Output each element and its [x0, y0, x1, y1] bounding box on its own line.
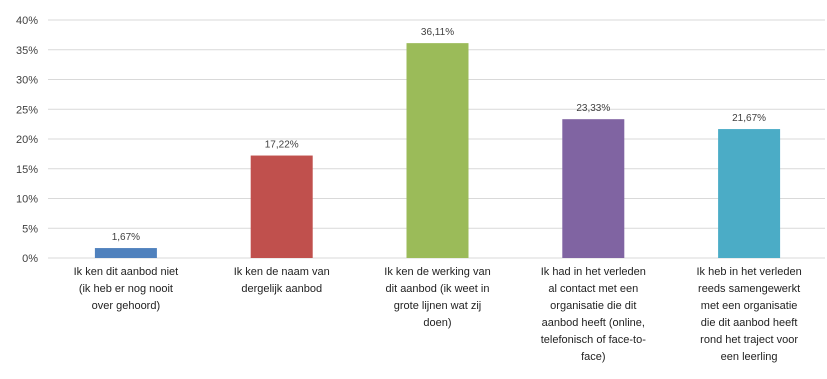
y-tick-label: 5% [22, 223, 38, 235]
data-labels: 1,67% 17,22% 36,11% 23,33% 21,67% [112, 27, 766, 243]
y-axis-tick-labels: 0% 5% 10% 15% 20% 25% 30% 35% 40% [16, 15, 38, 265]
y-tick-label: 20% [16, 134, 38, 146]
y-tick-label: 35% [16, 45, 38, 57]
category-label: Ik heb in het verleden reeds samengewerkt… [697, 266, 802, 363]
y-tick-label: 40% [16, 15, 38, 27]
data-label: 17,22% [265, 140, 299, 151]
bar [250, 155, 313, 258]
bar [718, 129, 781, 258]
y-tick-label: 25% [16, 104, 38, 116]
data-label: 36,11% [421, 27, 454, 38]
category-label: Ik ken dit aanbod niet (ik heb er nog noo… [74, 266, 179, 312]
y-tick-label: 15% [16, 164, 38, 176]
category-label: Ik had in het verleden al contact met een… [541, 266, 647, 363]
data-label: 23,33% [576, 103, 610, 114]
category-label: Ik ken de werking van dit aanbod (ik weet… [384, 266, 490, 329]
bars [94, 43, 781, 259]
bar [562, 119, 625, 259]
bar [406, 43, 469, 258]
y-tick-label: 0% [22, 253, 38, 265]
y-tick-label: 10% [16, 194, 38, 206]
data-label: 1,67% [112, 232, 140, 243]
y-tick-label: 30% [16, 75, 38, 87]
category-labels: Ik ken dit aanbod niet (ik heb er nog noo… [74, 266, 802, 363]
category-label: Ik ken de naam van dergelijk aanbod [234, 266, 330, 295]
data-label: 21,67% [732, 113, 766, 124]
bar [94, 248, 157, 258]
